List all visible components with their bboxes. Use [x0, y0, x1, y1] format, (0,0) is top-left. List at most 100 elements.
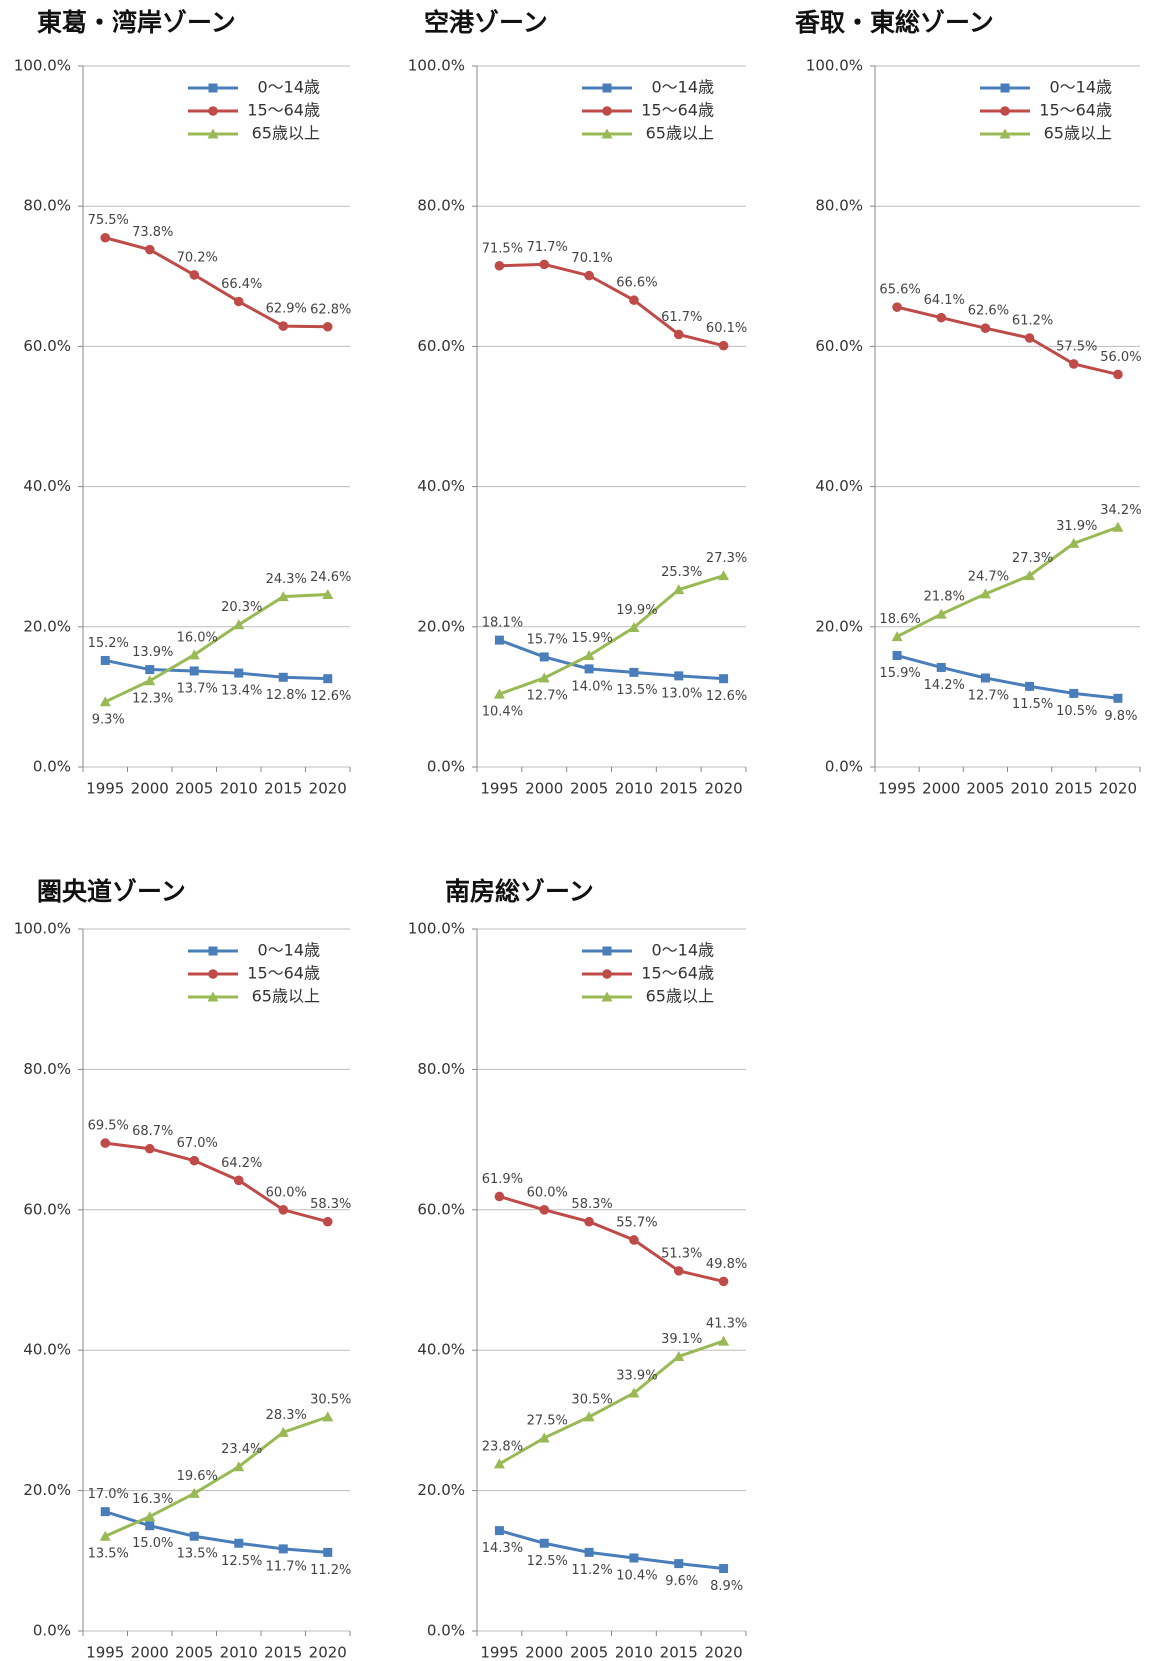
data-label: 23.8%	[482, 1439, 523, 1454]
marker	[233, 1175, 244, 1186]
data-label: 58.3%	[310, 1197, 351, 1212]
data-label: 66.4%	[221, 277, 262, 292]
x-tick-label: 2020	[309, 780, 347, 798]
marker	[936, 662, 946, 672]
y-tick-label: 20.0%	[23, 1481, 71, 1499]
data-label: 9.8%	[1104, 709, 1137, 724]
marker	[629, 667, 639, 677]
y-tick-label: 60.0%	[815, 337, 863, 355]
x-tick-label: 2005	[966, 780, 1004, 798]
x-tick-label: 2010	[615, 1644, 653, 1661]
marker	[278, 321, 289, 331]
marker	[1025, 681, 1035, 691]
series-line	[498, 1195, 724, 1283]
data-label: 13.5%	[616, 683, 657, 698]
data-label: 65.6%	[879, 283, 920, 298]
marker	[718, 1335, 730, 1346]
chart-title: 東葛・湾岸ゾーン	[37, 8, 236, 37]
x-tick-label: 2020	[1099, 780, 1137, 798]
x-tick-label: 2020	[704, 780, 742, 798]
y-tick-label: 60.0%	[23, 1200, 71, 1218]
data-label: 18.6%	[879, 612, 920, 627]
marker	[979, 588, 991, 599]
marker	[278, 1544, 288, 1554]
x-tick-label: 2005	[570, 780, 608, 798]
marker	[1068, 537, 1080, 548]
marker	[234, 1538, 244, 1548]
x-tick-label: 2000	[131, 1644, 169, 1661]
data-label: 24.6%	[310, 570, 351, 585]
marker	[144, 1511, 156, 1522]
data-label: 27.5%	[527, 1413, 568, 1428]
data-label: 13.9%	[132, 645, 173, 660]
marker	[719, 1564, 729, 1574]
series-line	[896, 305, 1119, 376]
data-label: 71.7%	[527, 240, 568, 255]
data-label: 24.3%	[266, 572, 307, 587]
data-label: 21.8%	[924, 590, 965, 605]
y-tick-label: 0.0%	[33, 1622, 71, 1640]
data-label: 60.1%	[706, 321, 747, 336]
data-label: 68.7%	[132, 1124, 173, 1139]
data-label: 16.3%	[132, 1492, 173, 1507]
marker	[1000, 83, 1010, 93]
y-tick-label: 60.0%	[417, 337, 465, 355]
marker	[583, 1411, 595, 1422]
data-label: 39.1%	[661, 1332, 702, 1347]
y-tick-label: 20.0%	[815, 617, 863, 635]
marker	[234, 668, 244, 678]
data-label: 10.4%	[616, 1568, 657, 1583]
data-label: 11.7%	[266, 1559, 307, 1574]
marker	[584, 1216, 594, 1227]
marker	[538, 1432, 550, 1443]
data-label: 51.3%	[661, 1246, 702, 1261]
data-label: 64.2%	[221, 1156, 262, 1171]
data-label: 12.5%	[221, 1554, 262, 1569]
marker	[718, 340, 729, 351]
marker	[189, 270, 200, 280]
marker	[539, 259, 550, 270]
marker	[892, 302, 902, 312]
y-tick-label: 80.0%	[23, 197, 71, 215]
marker	[233, 619, 245, 630]
y-tick-label: 100.0%	[408, 920, 465, 938]
data-label: 30.5%	[310, 1392, 351, 1407]
marker	[601, 128, 613, 139]
marker	[494, 1526, 504, 1536]
chart: 東葛・湾岸ゾーン 0.0% 20.0% 40.0% 60.0% 80.0% 100.0% 19…	[14, 8, 352, 798]
data-label: 15.9%	[571, 631, 612, 646]
legend-label: 65歳以上	[1044, 124, 1112, 143]
y-tick-label: 40.0%	[815, 477, 863, 495]
data-label: 73.8%	[132, 225, 173, 240]
marker	[100, 655, 110, 665]
marker	[601, 991, 613, 1002]
data-label: 58.3%	[571, 1197, 612, 1212]
marker	[628, 622, 640, 633]
x-tick-label: 2010	[1010, 780, 1048, 798]
y-tick-label: 40.0%	[417, 1341, 465, 1359]
marker	[188, 1487, 200, 1498]
marker	[1000, 106, 1010, 116]
series-line	[104, 658, 328, 681]
data-label: 10.4%	[482, 705, 523, 720]
data-label: 71.5%	[482, 241, 523, 256]
marker	[207, 991, 219, 1002]
data-label: 25.3%	[661, 565, 702, 580]
marker	[99, 696, 111, 707]
legend-label: 65歳以上	[252, 987, 320, 1006]
data-label: 16.0%	[177, 630, 218, 645]
y-tick-label: 80.0%	[417, 197, 465, 215]
data-label: 12.7%	[527, 688, 568, 703]
x-tick-label: 2015	[1055, 780, 1093, 798]
marker	[493, 1458, 505, 1469]
marker	[1024, 333, 1035, 343]
series-line	[896, 525, 1119, 638]
marker	[980, 673, 990, 683]
marker	[1112, 521, 1124, 532]
data-label: 70.2%	[177, 250, 218, 265]
marker	[539, 652, 549, 662]
marker	[322, 321, 333, 332]
marker	[322, 1216, 333, 1227]
data-label: 12.6%	[706, 689, 747, 704]
data-label: 15.7%	[527, 632, 568, 647]
